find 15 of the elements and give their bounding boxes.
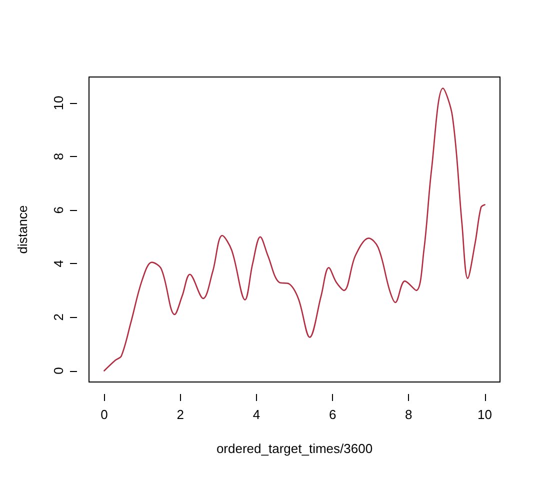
x-tick-label: 10 [478, 407, 492, 422]
y-tick-label: 2 [51, 314, 66, 321]
x-tick-label: 6 [328, 407, 336, 422]
x-tick-label: 0 [100, 407, 108, 422]
x-tick-label: 2 [176, 407, 184, 422]
x-axis-title: ordered_target_times/3600 [216, 441, 373, 456]
line-series [104, 88, 486, 372]
y-tick-label: 10 [51, 96, 66, 110]
x-tick-label: 8 [405, 407, 412, 422]
y-axis-title: distance [15, 205, 30, 254]
y-tick-label: 0 [51, 367, 66, 374]
x-tick-label: 4 [252, 407, 260, 422]
y-tick-label: 6 [51, 206, 66, 214]
y-tick-label: 4 [51, 260, 66, 268]
y-tick-label: 8 [51, 152, 66, 160]
